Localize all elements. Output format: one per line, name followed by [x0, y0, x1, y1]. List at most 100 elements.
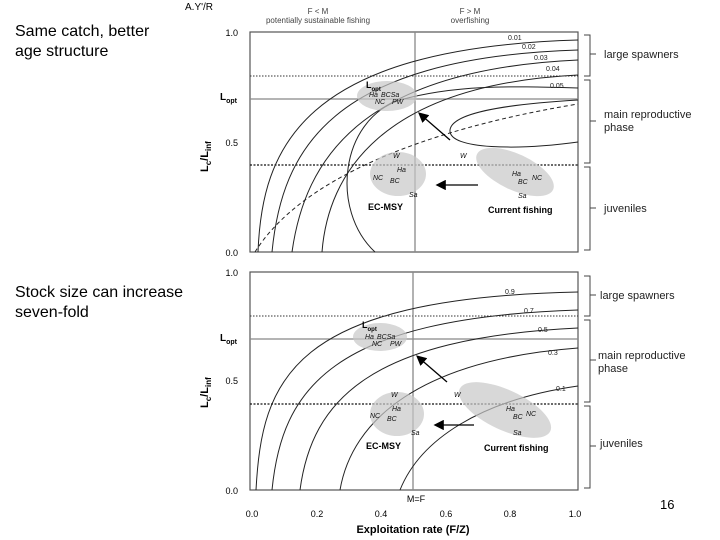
bottom-species-sa-lower: Sa	[411, 430, 420, 437]
bottom-species-ha-right: Ha	[506, 406, 515, 413]
bottom-species-sa-right: Sa	[513, 430, 522, 437]
top-species-nc-lower: NC	[373, 175, 384, 182]
bottom-lopt-box-label: Lopt	[362, 320, 377, 333]
bottom-contour-label-09: 0.9	[505, 289, 515, 296]
top-species-sa-lower: Sa	[409, 192, 418, 199]
bottom-y-tick-05: 0.5	[225, 376, 238, 386]
top-species-sa-right: Sa	[518, 193, 527, 200]
bottom-bracket-large-spawners	[584, 275, 596, 317]
bottom-species-pw-upper: PW	[390, 341, 403, 348]
bottom-label-juveniles: juveniles	[599, 438, 643, 450]
caption-same-catch: Same catch, better age structure	[15, 23, 150, 60]
bottom-cluster-ec-msy	[370, 392, 424, 436]
bottom-species-bc-right: BC	[513, 414, 524, 421]
top-isopleth-inner	[449, 99, 579, 148]
bottom-bracket-juveniles	[584, 405, 596, 489]
bottom-species-ha-lower: Ha	[392, 406, 401, 413]
x-axis-title: Exploitation rate (F/Z)	[356, 524, 469, 536]
x-tick-08: 0.8	[504, 509, 517, 519]
bottom-bracket-reproductive	[584, 319, 596, 403]
top-isopleth-001	[257, 39, 579, 253]
top-species-bc-lower: BC	[390, 178, 401, 185]
top-species-ha-lower: Ha	[397, 167, 406, 174]
top-contour-label-004: 0.04	[546, 66, 560, 73]
top-lopt-box-label: Lopt	[366, 80, 381, 93]
top-species-bcsa-upper: BCSa	[381, 92, 399, 99]
bottom-arrow-up	[416, 355, 448, 383]
bottom-contour-label-05: 0.5	[538, 327, 548, 334]
top-lopt-axis-label: Lopt	[220, 92, 238, 105]
top-species-bc-right: BC	[518, 179, 529, 186]
bottom-species-nc-right: NC	[526, 411, 537, 418]
bottom-y-tick-1: 1.0	[225, 268, 238, 278]
top-contour-label-005: 0.05	[550, 83, 564, 90]
bottom-contour-label-03: 0.3	[548, 350, 558, 357]
top-cluster-current	[476, 147, 554, 197]
bottom-cluster-current	[458, 382, 552, 438]
top-y-tick-05: 0.5	[225, 138, 238, 148]
bottom-cluster-optimal	[353, 323, 407, 351]
top-label-juveniles: juveniles	[603, 203, 647, 215]
top-y-axis-label: Lc/Linf	[199, 141, 213, 172]
bottom-contour-label-07: 0.7	[524, 308, 534, 315]
bottom-label-phase: phase	[598, 363, 628, 375]
top-ec-msy-label: EC-MSY	[368, 202, 403, 212]
bottom-species-bc-lower: BC	[387, 416, 398, 423]
top-arrow-up	[418, 112, 451, 141]
top-current-fishing-label: Current fishing	[488, 205, 553, 215]
bottom-panel: 1.0 0.5 0.0 0.0 0.2 0.4 0.6 0.8 1.0 M=F …	[199, 268, 685, 536]
top-y-axis-title: A.Y'/R	[185, 2, 213, 13]
top-label-phase: phase	[604, 122, 634, 134]
top-species-pw-upper: PW	[392, 99, 405, 106]
bottom-species-ha-upper: Ha	[365, 334, 374, 341]
x-tick-10: 1.0	[569, 509, 582, 519]
bottom-label-main-reproductive: main reproductive	[598, 350, 685, 362]
top-y-tick-1: 1.0	[225, 28, 238, 38]
top-species-ha-right: Ha	[512, 171, 521, 178]
bottom-y-tick-0: 0.0	[225, 486, 238, 496]
header-overfishing: overfishing	[451, 16, 490, 25]
top-species-nc-upper: NC	[375, 99, 386, 106]
top-species-w-lower: W	[393, 153, 401, 160]
top-contour-label-001: 0.01	[508, 35, 522, 42]
bottom-isopleth-05	[299, 327, 579, 491]
caption-stock-size: Stock size can increase seven-fold	[15, 284, 184, 321]
top-species-w-right: W	[460, 153, 468, 160]
top-cluster-ec-msy	[370, 152, 426, 196]
top-bracket-juveniles	[584, 166, 596, 251]
top-y-tick-0: 0.0	[225, 248, 238, 258]
top-cluster-optimal	[357, 81, 417, 111]
top-label-large-spawners: large spawners	[604, 49, 679, 61]
x-tick-04: 0.4	[375, 509, 388, 519]
top-isopleth-004	[321, 74, 579, 253]
top-max-yield-curve	[254, 103, 579, 253]
bottom-species-nc-lower: NC	[370, 413, 381, 420]
top-panel: A.Y'/R F < M potentially sustainable fis…	[185, 2, 691, 258]
bottom-lopt-axis-label: Lopt	[220, 333, 238, 346]
bottom-species-w-lower: W	[391, 392, 399, 399]
top-label-main-reproductive: main reproductive	[604, 109, 691, 121]
bottom-y-axis-label: Lc/Linf	[199, 377, 213, 408]
x-tick-02: 0.2	[311, 509, 324, 519]
top-isopleth-002	[271, 49, 579, 253]
top-contour-label-003: 0.03	[534, 55, 548, 62]
bottom-isopleth-07	[271, 309, 579, 491]
bottom-species-nc-upper: NC	[372, 341, 383, 348]
header-sustainable-fishing: potentially sustainable fishing	[266, 16, 370, 25]
header-f-less-m: F < M	[308, 7, 329, 16]
bottom-species-w-right: W	[454, 392, 462, 399]
bottom-contour-label-01: 0.1	[556, 386, 566, 393]
bottom-ec-msy-label: EC-MSY	[366, 441, 401, 451]
top-bracket-reproductive	[584, 79, 596, 164]
header-f-greater-m: F > M	[460, 7, 481, 16]
top-contour-label-002: 0.02	[522, 44, 536, 51]
bottom-label-large-spawners: large spawners	[600, 290, 675, 302]
top-bracket-large-spawners	[584, 34, 596, 77]
top-species-ha-upper: Ha	[369, 92, 378, 99]
m-equals-f-label: M=F	[407, 494, 426, 504]
top-species-nc-right: NC	[532, 175, 543, 182]
bottom-plot-frame	[249, 271, 579, 491]
x-tick-06: 0.6	[440, 509, 453, 519]
page-number: 16	[660, 497, 675, 512]
